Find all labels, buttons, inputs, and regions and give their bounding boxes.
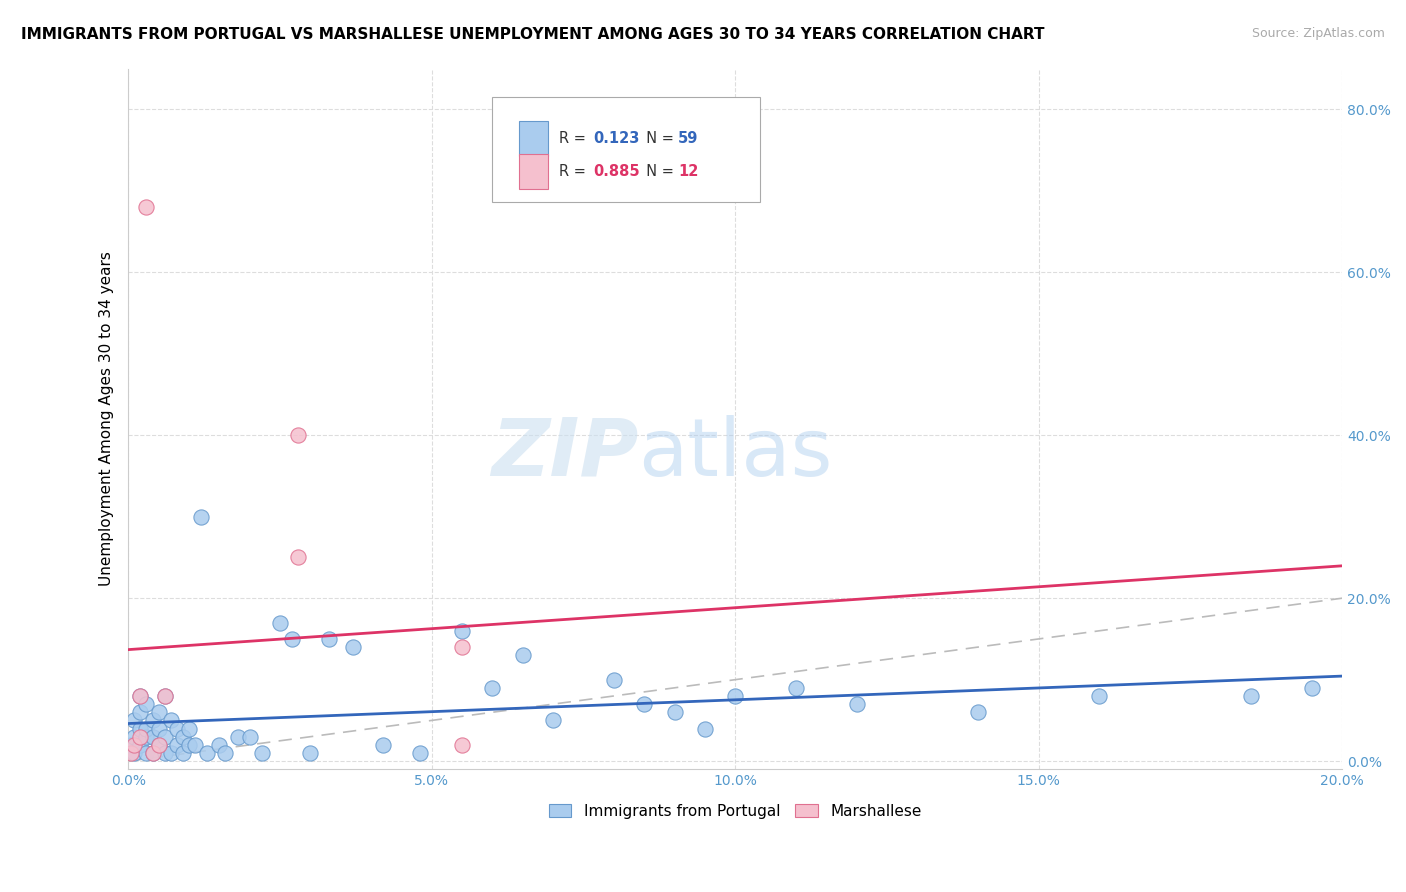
Point — [214, 746, 236, 760]
Point — [141, 746, 163, 760]
Point — [1088, 689, 1111, 703]
Point — [129, 689, 152, 703]
Point — [141, 730, 163, 744]
Point — [129, 689, 152, 703]
Point — [172, 730, 194, 744]
Text: N =: N = — [637, 164, 679, 179]
Point — [785, 681, 807, 695]
Point — [184, 738, 207, 752]
Point — [541, 714, 564, 728]
Point — [239, 730, 262, 744]
Point — [481, 681, 503, 695]
Point — [141, 746, 163, 760]
Point — [124, 730, 146, 744]
Point — [724, 689, 747, 703]
Point — [124, 746, 146, 760]
Y-axis label: Unemployment Among Ages 30 to 34 years: Unemployment Among Ages 30 to 34 years — [100, 252, 114, 586]
Point — [451, 640, 474, 654]
Point — [269, 615, 291, 630]
Point — [250, 746, 273, 760]
Point — [287, 428, 309, 442]
Text: 12: 12 — [678, 164, 699, 179]
Point — [226, 730, 249, 744]
Text: N =: N = — [637, 130, 679, 145]
Point — [129, 722, 152, 736]
Point — [451, 624, 474, 638]
Point — [153, 730, 176, 744]
Point — [177, 738, 200, 752]
Point — [141, 714, 163, 728]
Point — [148, 738, 170, 752]
Point — [693, 722, 716, 736]
Point — [159, 714, 181, 728]
Point — [1240, 689, 1263, 703]
Point — [664, 706, 686, 720]
Point — [190, 509, 212, 524]
Point — [135, 722, 157, 736]
Legend: Immigrants from Portugal, Marshallese: Immigrants from Portugal, Marshallese — [543, 797, 928, 825]
FancyBboxPatch shape — [519, 120, 548, 156]
Point — [135, 200, 157, 214]
Point — [845, 697, 868, 711]
Point — [177, 722, 200, 736]
Point — [299, 746, 322, 760]
Point — [1301, 681, 1323, 695]
Point — [342, 640, 364, 654]
Point — [281, 632, 304, 646]
Point — [318, 632, 340, 646]
Point — [373, 738, 395, 752]
Point — [129, 738, 152, 752]
Point — [451, 738, 474, 752]
FancyBboxPatch shape — [519, 154, 548, 189]
Text: 59: 59 — [678, 130, 699, 145]
Point — [195, 746, 218, 760]
Point — [208, 738, 231, 752]
Point — [287, 550, 309, 565]
Point — [148, 722, 170, 736]
FancyBboxPatch shape — [492, 96, 759, 202]
Point — [135, 730, 157, 744]
Point — [135, 697, 157, 711]
Text: ZIP: ZIP — [491, 415, 638, 493]
Point — [166, 722, 188, 736]
Point — [124, 738, 146, 752]
Point — [135, 746, 157, 760]
Point — [603, 673, 626, 687]
Point — [153, 689, 176, 703]
Point — [967, 706, 990, 720]
Point — [129, 706, 152, 720]
Point — [148, 706, 170, 720]
Point — [148, 738, 170, 752]
Point — [153, 746, 176, 760]
Point — [512, 648, 534, 663]
Point — [633, 697, 655, 711]
Text: R =: R = — [560, 130, 591, 145]
Point — [166, 738, 188, 752]
Text: IMMIGRANTS FROM PORTUGAL VS MARSHALLESE UNEMPLOYMENT AMONG AGES 30 TO 34 YEARS C: IMMIGRANTS FROM PORTUGAL VS MARSHALLESE … — [21, 27, 1045, 42]
Point — [159, 746, 181, 760]
Text: Source: ZipAtlas.com: Source: ZipAtlas.com — [1251, 27, 1385, 40]
Point — [408, 746, 430, 760]
Text: R =: R = — [560, 164, 591, 179]
Text: 0.885: 0.885 — [593, 164, 640, 179]
Text: 0.123: 0.123 — [593, 130, 640, 145]
Point — [124, 714, 146, 728]
Point — [120, 738, 142, 752]
Point — [172, 746, 194, 760]
Point — [129, 730, 152, 744]
Point — [153, 689, 176, 703]
Point — [120, 746, 142, 760]
Text: atlas: atlas — [638, 415, 832, 493]
